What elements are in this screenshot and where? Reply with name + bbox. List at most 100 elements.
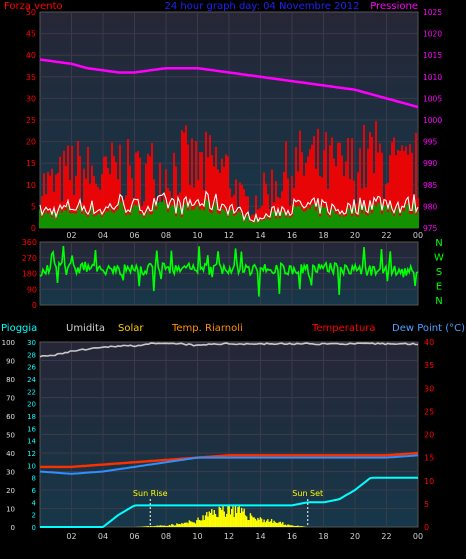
wind-fill-bar	[171, 204, 173, 228]
wind-fill-bar	[193, 210, 195, 228]
wind-fill-bar	[199, 210, 201, 228]
solar-bar	[252, 517, 253, 527]
y-tick-label: 270	[22, 254, 37, 263]
wind-gust-bar	[393, 137, 395, 228]
temperature-tick-label: 25	[424, 407, 434, 416]
legend-label: Pioggia	[1, 323, 37, 334]
wind-fill-bar	[361, 214, 363, 228]
solar-bar	[283, 525, 284, 527]
solar-bar	[171, 524, 172, 527]
solar-bar	[185, 523, 186, 527]
wind-fill-bar	[63, 210, 65, 228]
temperature-tick-label: 10	[424, 477, 434, 486]
solar-bar	[155, 526, 156, 527]
humidity-tick-label: 30	[6, 469, 15, 477]
y-left-tick-label: 35	[26, 73, 36, 82]
legend-label: Solar	[118, 323, 144, 334]
wind-fill-bar	[203, 210, 205, 228]
wind-fill-bar	[195, 207, 197, 228]
wind-fill-bar	[305, 211, 307, 228]
x-tick-label: 02	[66, 532, 76, 541]
wind-fill-bar	[51, 217, 53, 228]
wind-fill-bar	[347, 208, 349, 228]
humidity-tick-label: 100	[2, 339, 15, 347]
wind-fill-bar	[223, 210, 225, 228]
wind-gust-bar	[263, 173, 265, 228]
wind-fill-bar	[237, 212, 239, 228]
solar-bar	[144, 526, 145, 527]
wind-fill-bar	[291, 216, 293, 228]
solar-bar	[241, 508, 242, 527]
rain-tick-label: 30	[27, 339, 36, 347]
rain-tick-label: 6	[32, 487, 37, 495]
solar-bar	[190, 521, 191, 527]
wind-fill-bar	[185, 203, 187, 228]
wind-fill-bar	[335, 214, 337, 228]
solar-bar	[180, 524, 181, 527]
solar-bar	[292, 525, 293, 527]
wind-fill-bar	[55, 219, 57, 228]
y-left-tick-label: 5	[31, 202, 36, 211]
wind-fill-bar	[325, 207, 327, 228]
wind-fill-bar	[247, 215, 249, 228]
wind-fill-bar	[97, 214, 99, 228]
compass-label: S	[436, 267, 442, 278]
rain-tick-label: 26	[27, 364, 36, 372]
solar-bar	[194, 522, 195, 527]
wind-fill-bar	[155, 210, 157, 228]
left-axis-label: Forza vento	[4, 1, 63, 12]
solar-bar	[248, 520, 249, 527]
wind-fill-bar	[39, 210, 41, 228]
temperature-tick-label: 5	[424, 500, 429, 509]
wind-fill-bar	[311, 205, 313, 228]
rain-tick-label: 8	[32, 475, 36, 483]
wind-fill-bar	[219, 214, 221, 228]
wind-fill-bar	[371, 213, 373, 228]
wind-fill-bar	[59, 210, 61, 228]
humidity-tick-label: 20	[6, 487, 15, 495]
solar-bar	[298, 526, 299, 527]
solar-bar	[293, 526, 294, 527]
x-tick-label: 18	[318, 231, 328, 240]
wind-fill-bar	[373, 204, 375, 228]
wind-fill-bar	[197, 205, 199, 228]
wind-fill-bar	[151, 214, 153, 228]
solar-bar	[206, 512, 207, 527]
temperature-tick-label: 0	[424, 523, 429, 532]
wind-fill-bar	[387, 212, 389, 228]
wind-fill-bar	[259, 220, 261, 228]
y-right-tick-label: 1015	[423, 51, 442, 60]
y-left-tick-label: 0	[31, 224, 36, 233]
solar-bar	[251, 516, 252, 527]
wind-fill-bar	[263, 220, 265, 228]
solar-bar	[192, 522, 193, 527]
solar-bar	[201, 520, 202, 527]
legend-label: Temp. Riarnoli	[171, 323, 243, 334]
wind-fill-bar	[181, 217, 183, 228]
solar-bar	[160, 525, 161, 527]
x-tick-label: 06	[129, 532, 139, 541]
solar-bar	[295, 526, 296, 527]
wind-fill-bar	[169, 207, 171, 228]
wind-fill-bar	[119, 201, 121, 228]
solar-bar	[272, 523, 273, 527]
solar-bar	[209, 511, 210, 527]
wind-fill-bar	[345, 216, 347, 228]
solar-bar	[174, 526, 175, 527]
compass-label: N	[435, 238, 442, 249]
y-tick-label: 90	[27, 285, 37, 294]
x-tick-label: 16	[287, 231, 297, 240]
y-right-tick-label: 995	[423, 138, 438, 147]
solar-bar	[288, 525, 289, 527]
wind-fill-bar	[233, 216, 235, 228]
solar-bar	[165, 526, 166, 527]
solar-bar	[273, 521, 274, 527]
wind-fill-bar	[271, 212, 273, 228]
solar-bar	[159, 526, 160, 527]
wind-fill-bar	[231, 209, 233, 228]
solar-bar	[186, 522, 187, 527]
solar-bar	[277, 523, 278, 527]
solar-bar	[191, 522, 192, 527]
solar-bar	[226, 514, 227, 527]
x-tick-label: 18	[318, 532, 328, 541]
